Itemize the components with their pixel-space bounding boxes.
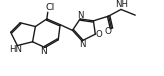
Text: O: O xyxy=(104,27,111,36)
Text: NH: NH xyxy=(115,0,128,9)
Text: N: N xyxy=(40,47,46,56)
Text: HN: HN xyxy=(9,45,22,54)
Text: N: N xyxy=(79,40,85,49)
Text: Cl: Cl xyxy=(45,3,54,12)
Text: O: O xyxy=(96,30,102,39)
Text: N: N xyxy=(77,11,83,20)
